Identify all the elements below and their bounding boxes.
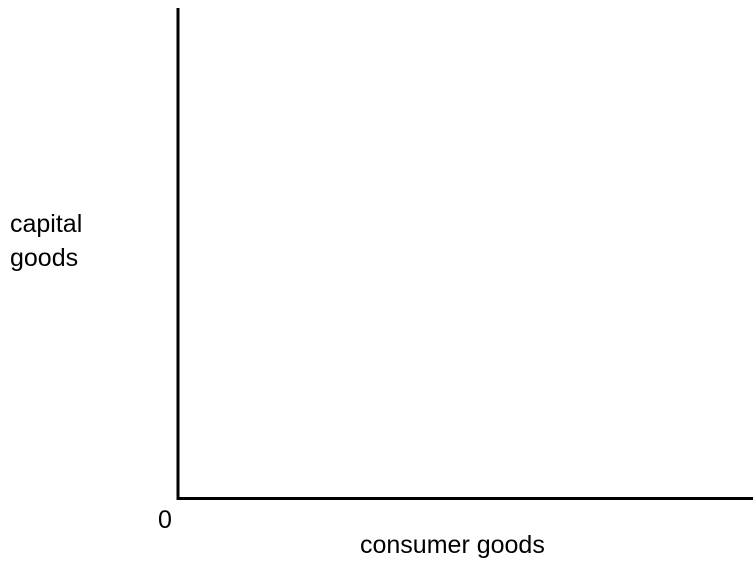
origin-label: 0 bbox=[158, 506, 172, 534]
y-axis-label-line1: capital bbox=[10, 210, 83, 238]
y-axis-label-line2: goods bbox=[10, 244, 79, 272]
y-axis-label: capital goods bbox=[10, 207, 82, 275]
x-axis-label: consumer goods bbox=[360, 531, 545, 559]
